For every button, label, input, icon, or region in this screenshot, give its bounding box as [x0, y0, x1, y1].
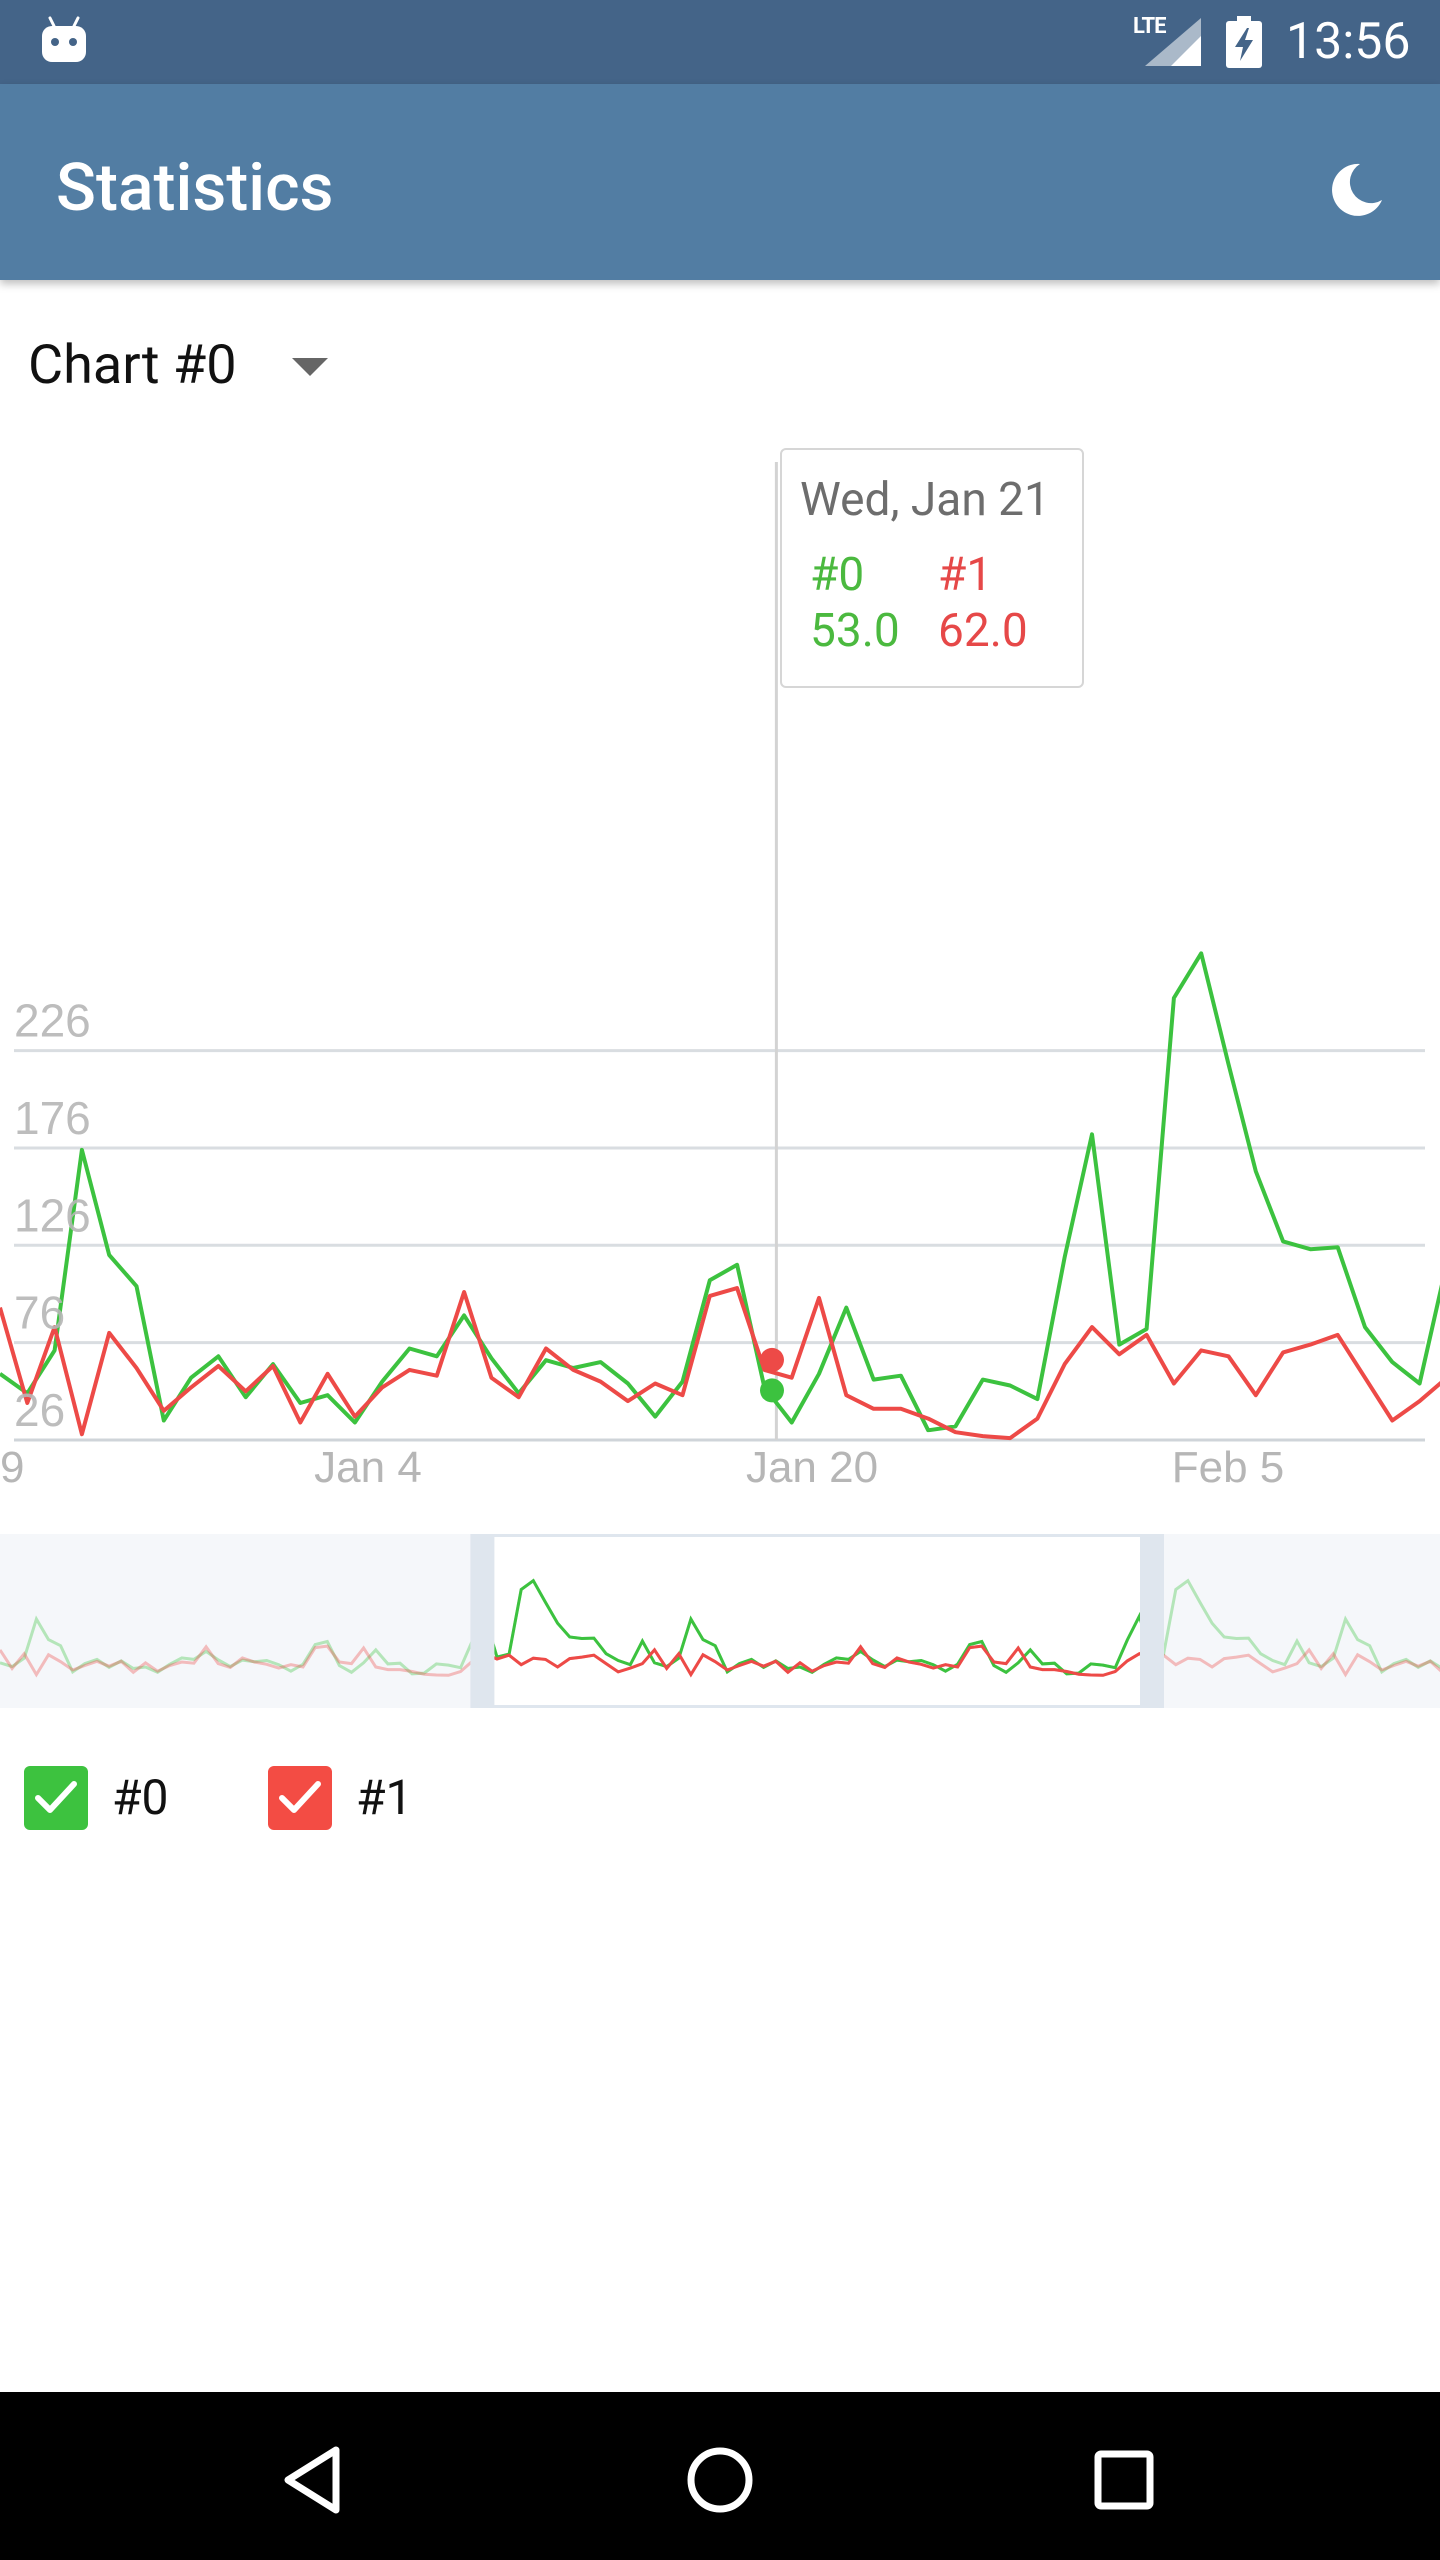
tooltip-series-name: #1 — [938, 548, 993, 602]
navigator-left-handle — [470, 1534, 495, 1708]
navigator-top-border — [482, 1534, 1152, 1537]
line-chart[interactable]: 26 76 126 176 226 9 Jan 4 Jan 20 Feb 5 — [0, 430, 1440, 1490]
page-title: Statistics — [56, 150, 334, 227]
navigator-series-0 — [482, 1578, 1152, 1676]
checkbox[interactable] — [268, 1766, 332, 1830]
tooltip-date: Wed, Jan 21 — [800, 473, 1050, 527]
x-tick-label: Jan 4 — [314, 1443, 422, 1490]
y-tick-label: 126 — [14, 1189, 91, 1241]
tooltip-series-value: 53.0 — [810, 604, 900, 658]
range-navigator[interactable] — [0, 1534, 1440, 1708]
lte-label: LTE — [1133, 14, 1166, 39]
dropdown-arrow-icon — [292, 358, 328, 376]
chart-tooltip: Wed, Jan 21 #0 #1 53.0 62.0 — [780, 448, 1084, 688]
back-icon — [284, 2446, 340, 2514]
moon-icon — [1332, 163, 1382, 216]
legend-toggle-series-0[interactable]: #0 — [24, 1766, 184, 1834]
check-icon — [35, 1781, 77, 1813]
navigator-right-handle — [1140, 1534, 1164, 1708]
legend-label: #1 — [356, 1769, 413, 1826]
recents-button[interactable] — [1076, 2432, 1172, 2528]
y-tick-label: 76 — [14, 1287, 65, 1339]
home-button[interactable] — [672, 2432, 768, 2528]
chart-selector[interactable]: Chart #0 — [28, 322, 348, 412]
y-tick-label: 226 — [14, 995, 91, 1047]
recents-icon — [1094, 2450, 1154, 2510]
home-icon — [687, 2447, 753, 2513]
series-0-point — [760, 1378, 784, 1403]
legend-toggle-series-1[interactable]: #1 — [268, 1766, 428, 1834]
status-bar: LTE 13:56 — [0, 0, 1440, 84]
y-tick-label: 176 — [14, 1092, 91, 1144]
tooltip-series-value: 62.0 — [938, 604, 1028, 658]
series-0-line — [0, 953, 1440, 1430]
navigator-series-1 — [482, 1644, 1152, 1678]
night-mode-button[interactable] — [1308, 142, 1404, 238]
series-1-line — [0, 1286, 1440, 1441]
back-button[interactable] — [268, 2432, 364, 2528]
x-tick-label: Jan 20 — [746, 1443, 878, 1490]
legend-label: #0 — [112, 1769, 169, 1826]
checkbox[interactable] — [24, 1766, 88, 1830]
lte-signal-icon — [1145, 18, 1201, 66]
chart-selector-label: Chart #0 — [28, 334, 237, 397]
status-time: 13:56 — [1286, 13, 1411, 71]
tooltip-series-name: #0 — [810, 548, 865, 602]
check-icon — [279, 1781, 321, 1813]
system-nav-bar — [0, 2392, 1440, 2560]
y-tick-label: 26 — [14, 1384, 65, 1436]
app-bar: Statistics — [0, 84, 1440, 280]
battery-charging-icon — [1226, 16, 1262, 68]
series-1-point — [760, 1347, 784, 1372]
navigator-bottom-border — [482, 1705, 1152, 1708]
x-tick-label: Feb 5 — [1172, 1443, 1285, 1490]
x-tick-label: 9 — [0, 1443, 24, 1490]
navigator-window — [482, 1534, 1152, 1708]
android-icon — [42, 16, 86, 62]
